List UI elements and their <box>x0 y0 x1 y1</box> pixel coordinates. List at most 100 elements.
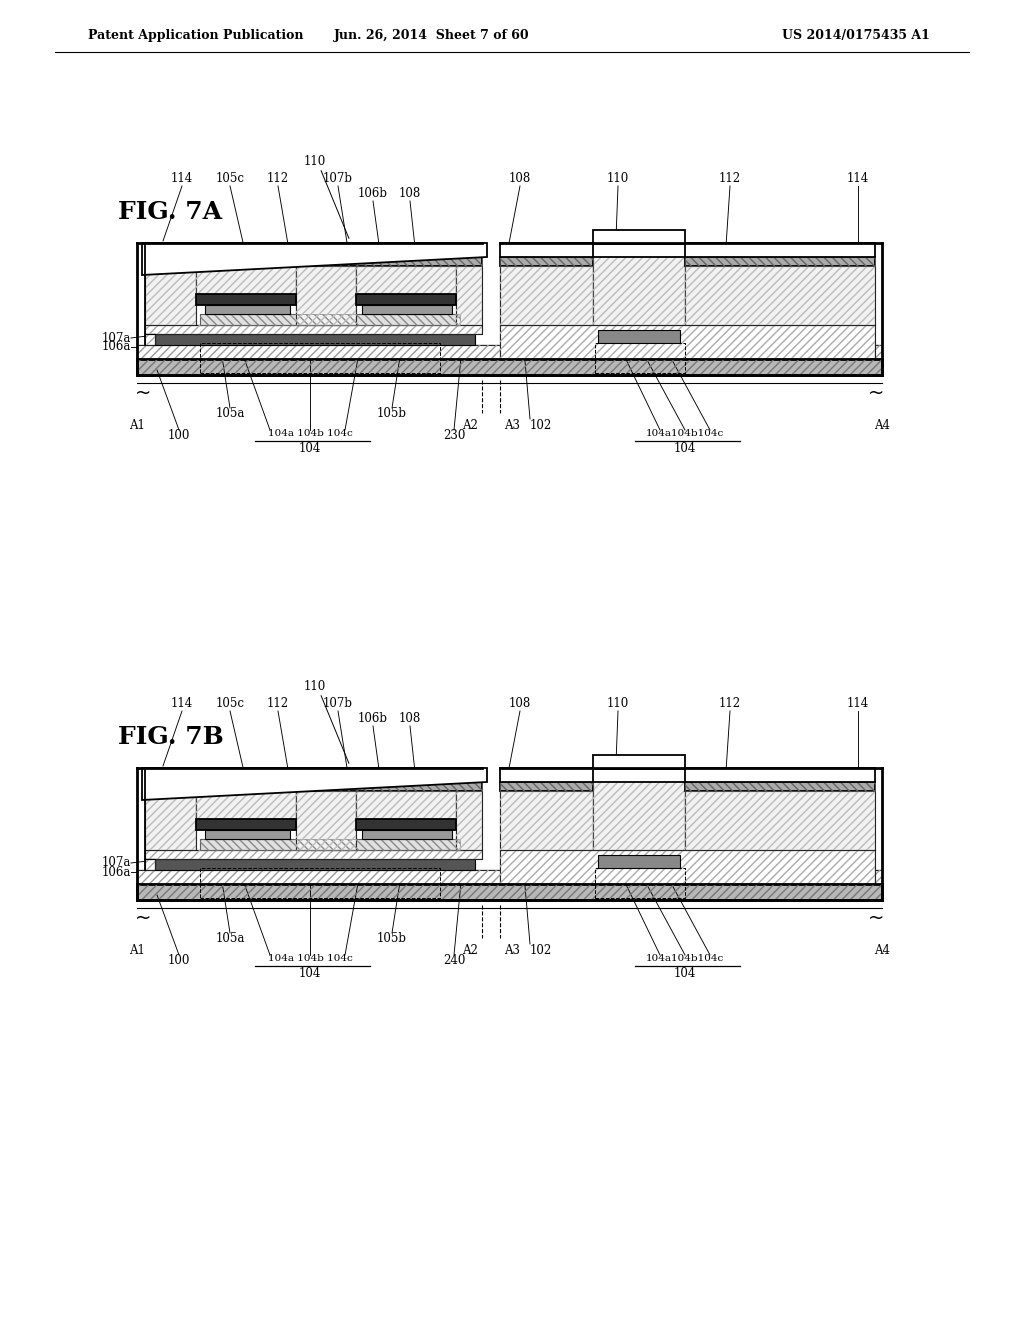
Text: 105c: 105c <box>215 697 245 710</box>
Text: FIG. 7B: FIG. 7B <box>118 725 224 748</box>
Text: US 2014/0175435 A1: US 2014/0175435 A1 <box>782 29 930 41</box>
Polygon shape <box>137 359 882 375</box>
Text: 108: 108 <box>399 711 421 725</box>
Polygon shape <box>356 267 456 294</box>
Text: 112: 112 <box>267 697 289 710</box>
Text: 108: 108 <box>509 697 531 710</box>
Text: 114: 114 <box>171 172 194 185</box>
Polygon shape <box>155 334 475 345</box>
Text: 102: 102 <box>530 418 552 432</box>
Polygon shape <box>296 791 356 850</box>
Polygon shape <box>362 305 452 314</box>
Polygon shape <box>593 253 685 325</box>
Polygon shape <box>500 791 593 850</box>
Polygon shape <box>137 884 882 900</box>
Polygon shape <box>593 230 685 244</box>
Polygon shape <box>685 781 874 791</box>
Polygon shape <box>593 777 685 850</box>
Text: A2: A2 <box>462 944 478 957</box>
Polygon shape <box>500 243 874 257</box>
Polygon shape <box>200 314 460 325</box>
Text: 240: 240 <box>442 954 465 968</box>
Polygon shape <box>685 257 874 267</box>
Polygon shape <box>500 781 593 791</box>
Text: ~: ~ <box>867 384 884 403</box>
Text: 107b: 107b <box>323 697 353 710</box>
Polygon shape <box>598 855 680 869</box>
Text: 107a: 107a <box>101 857 131 870</box>
Text: ~: ~ <box>135 384 152 403</box>
Polygon shape <box>196 294 296 305</box>
Text: 114: 114 <box>847 697 869 710</box>
Polygon shape <box>142 768 487 800</box>
Text: ~: ~ <box>867 908 884 928</box>
Text: A3: A3 <box>504 418 520 432</box>
Polygon shape <box>685 267 874 325</box>
Text: 108: 108 <box>399 187 421 201</box>
Text: 104a104b104c: 104a104b104c <box>646 954 724 964</box>
Text: 100: 100 <box>168 429 190 442</box>
Text: 110: 110 <box>304 680 326 693</box>
Polygon shape <box>356 818 456 830</box>
Text: 110: 110 <box>607 172 629 185</box>
Text: 112: 112 <box>719 172 741 185</box>
Text: 106b: 106b <box>358 187 388 201</box>
Text: 110: 110 <box>304 154 326 168</box>
Polygon shape <box>500 768 874 781</box>
Polygon shape <box>296 267 356 325</box>
Text: ~: ~ <box>135 908 152 928</box>
Text: 105a: 105a <box>215 932 245 945</box>
Polygon shape <box>500 257 593 267</box>
Text: Patent Application Publication: Patent Application Publication <box>88 29 303 41</box>
Polygon shape <box>500 850 874 884</box>
Text: 114: 114 <box>847 172 869 185</box>
Text: A1: A1 <box>129 418 145 432</box>
Polygon shape <box>200 840 460 850</box>
Polygon shape <box>196 791 296 818</box>
Polygon shape <box>593 770 685 777</box>
Text: 106a: 106a <box>101 866 131 879</box>
Polygon shape <box>145 267 196 325</box>
Text: 105b: 105b <box>377 932 407 945</box>
Text: A2: A2 <box>462 418 478 432</box>
Polygon shape <box>500 325 874 359</box>
Text: 104: 104 <box>674 442 696 455</box>
Text: Jun. 26, 2014  Sheet 7 of 60: Jun. 26, 2014 Sheet 7 of 60 <box>334 29 529 41</box>
Polygon shape <box>145 325 482 334</box>
Text: A3: A3 <box>504 944 520 957</box>
Polygon shape <box>196 818 296 830</box>
Text: 112: 112 <box>719 697 741 710</box>
Polygon shape <box>362 830 452 840</box>
Text: 106a: 106a <box>101 341 131 354</box>
Text: 110: 110 <box>607 697 629 710</box>
Text: A1: A1 <box>129 944 145 957</box>
Text: 104a 104b 104c: 104a 104b 104c <box>267 429 352 438</box>
Text: 104: 104 <box>299 968 322 979</box>
Polygon shape <box>145 781 482 791</box>
Text: A4: A4 <box>874 944 890 957</box>
Polygon shape <box>500 267 593 325</box>
Polygon shape <box>456 791 482 850</box>
Text: 104a104b104c: 104a104b104c <box>646 429 724 438</box>
Polygon shape <box>155 859 475 870</box>
Text: 105a: 105a <box>215 407 245 420</box>
Polygon shape <box>145 257 482 267</box>
Polygon shape <box>145 859 155 870</box>
Polygon shape <box>205 305 290 314</box>
Text: 106b: 106b <box>358 711 388 725</box>
Polygon shape <box>142 243 487 275</box>
Polygon shape <box>196 267 296 294</box>
Text: 105b: 105b <box>377 407 407 420</box>
Text: A4: A4 <box>874 418 890 432</box>
Text: FIG. 7A: FIG. 7A <box>118 201 222 224</box>
Polygon shape <box>145 334 155 345</box>
Text: 104a 104b 104c: 104a 104b 104c <box>267 954 352 964</box>
Polygon shape <box>598 330 680 343</box>
Text: 230: 230 <box>442 429 465 442</box>
Text: 104: 104 <box>674 968 696 979</box>
Polygon shape <box>456 267 482 325</box>
Polygon shape <box>593 244 685 253</box>
Text: 108: 108 <box>509 172 531 185</box>
Polygon shape <box>356 791 456 818</box>
Polygon shape <box>356 294 456 305</box>
